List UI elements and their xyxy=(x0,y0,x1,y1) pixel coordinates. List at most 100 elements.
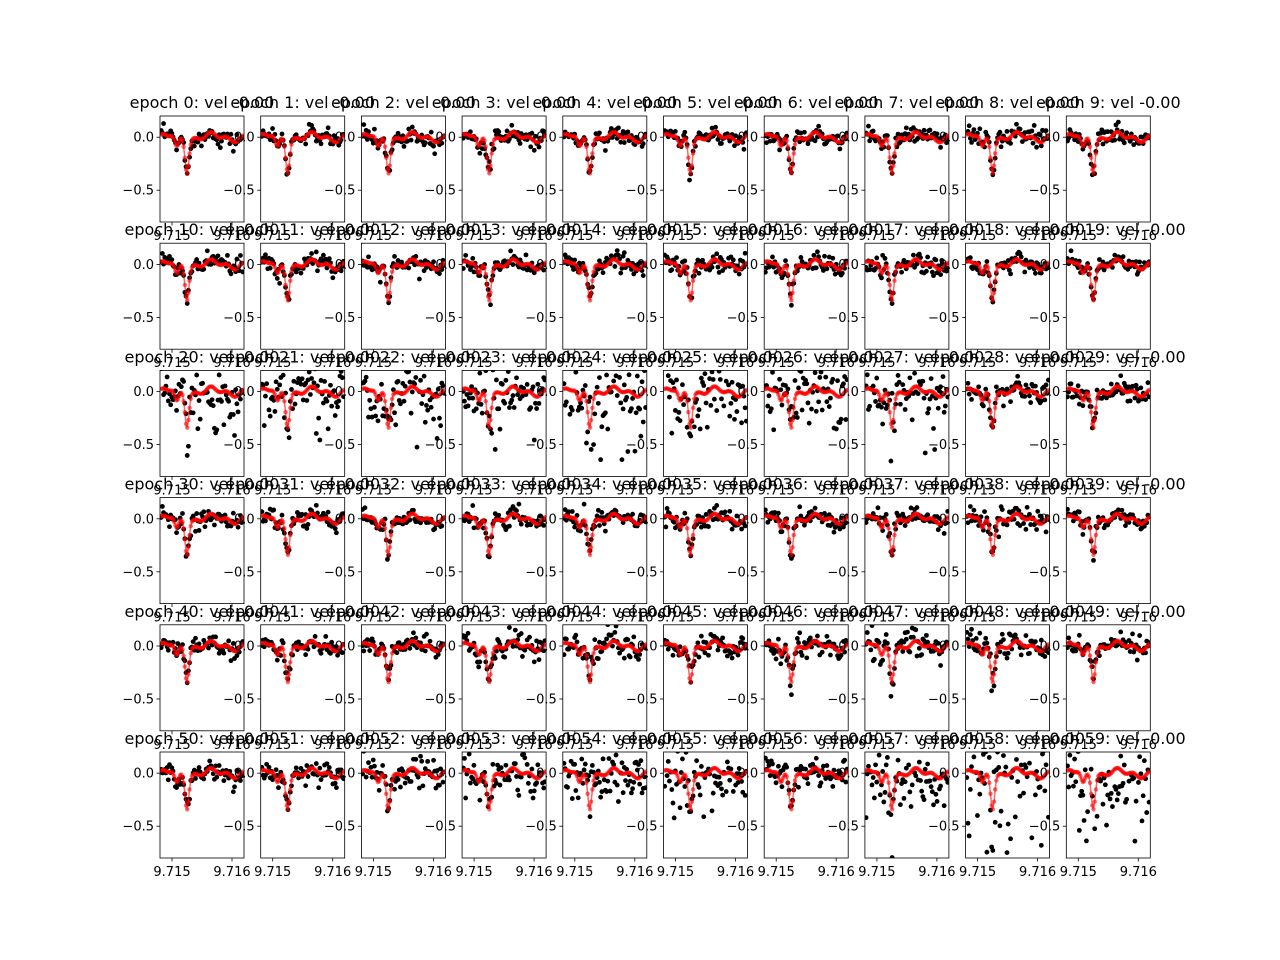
observed-point xyxy=(843,417,849,422)
observed-point xyxy=(234,132,240,138)
model-point xyxy=(280,520,286,525)
model-point xyxy=(283,537,288,542)
observed-point xyxy=(799,407,805,413)
observed-point xyxy=(934,131,940,137)
plot-area xyxy=(864,251,949,306)
observed-point xyxy=(336,398,342,404)
x-tick-label: 9.715 xyxy=(455,483,492,498)
plot-area xyxy=(160,248,244,306)
model-point xyxy=(182,409,188,415)
model-point xyxy=(988,155,993,160)
observed-point xyxy=(533,400,538,406)
x-tick-label: 9.715 xyxy=(758,229,795,244)
model-point xyxy=(987,398,992,404)
subplot-title: epoch 13: vel -0.00 xyxy=(427,220,582,239)
observed-point xyxy=(1127,398,1133,404)
observed-point xyxy=(1015,373,1021,379)
model-point xyxy=(876,137,882,143)
axes-frame xyxy=(260,242,346,350)
model-point xyxy=(182,537,188,542)
observed-point xyxy=(715,264,721,270)
observed-point xyxy=(777,376,782,382)
observed-point xyxy=(933,257,939,263)
model-point xyxy=(384,409,389,415)
observed-point xyxy=(618,400,624,406)
model-point xyxy=(489,405,494,411)
model-point xyxy=(985,265,991,271)
model-point xyxy=(181,271,186,277)
subplot-title: epoch 9: vel -0.00 xyxy=(1036,93,1181,112)
observed-point xyxy=(221,422,227,428)
model-point xyxy=(585,282,590,288)
observed-point xyxy=(935,405,941,411)
model-point xyxy=(542,260,547,266)
observed-point xyxy=(1075,383,1081,389)
x-tick-label: 9.715 xyxy=(153,229,190,244)
observed-point xyxy=(490,370,496,373)
plot-area xyxy=(1066,119,1151,178)
subplot-title: epoch 11: vel -0.00 xyxy=(225,220,380,239)
model-point xyxy=(792,396,798,402)
y-tick-label: 0.0 xyxy=(1040,258,1061,273)
observed-point xyxy=(240,269,244,275)
model-point xyxy=(790,417,795,423)
y-tick-label: −0.5 xyxy=(324,311,356,326)
observed-point xyxy=(440,383,446,389)
observed-point xyxy=(969,396,974,402)
observed-point xyxy=(489,430,495,436)
model-point xyxy=(990,171,996,176)
subplot-title: epoch 18: vel -0.00 xyxy=(930,220,1085,239)
observed-point xyxy=(621,140,627,145)
observed-point xyxy=(366,254,371,260)
model-point xyxy=(283,155,288,160)
observed-point xyxy=(802,129,807,135)
observed-point xyxy=(504,128,510,134)
model-point xyxy=(1088,155,1094,160)
model-point xyxy=(388,405,394,411)
observed-point xyxy=(1008,399,1013,405)
observed-point xyxy=(406,126,412,132)
model-point xyxy=(583,138,588,143)
observed-point xyxy=(874,375,880,381)
x-tick-label: 9.716 xyxy=(818,356,855,371)
observed-point xyxy=(709,264,715,270)
observed-point xyxy=(880,421,886,427)
observed-point xyxy=(497,426,503,432)
y-tick-label: 0.0 xyxy=(133,385,154,400)
axes-frame xyxy=(763,242,849,350)
model-point xyxy=(587,171,593,176)
axes-frame xyxy=(1065,115,1151,223)
model-point xyxy=(488,417,493,423)
model-point xyxy=(891,417,896,423)
axes-frame xyxy=(562,115,648,223)
y-tick-label: 0.0 xyxy=(738,258,759,273)
observed-point xyxy=(911,252,916,258)
model-point xyxy=(384,155,389,160)
x-tick-label: 9.716 xyxy=(415,483,452,498)
observed-point xyxy=(1120,254,1126,260)
observed-point xyxy=(794,415,800,420)
subplot-title: epoch 2: vel -0.00 xyxy=(331,93,476,112)
observed-point xyxy=(328,382,333,388)
model-point xyxy=(844,260,849,266)
model-point xyxy=(692,396,697,402)
y-tick-label: 0.0 xyxy=(939,385,960,400)
model-point xyxy=(675,137,680,143)
model-point xyxy=(786,409,792,415)
y-tick-label: −0.5 xyxy=(122,311,154,326)
observed-point xyxy=(614,248,620,254)
model-point xyxy=(887,409,892,415)
observed-point xyxy=(238,253,243,258)
model-point xyxy=(885,138,890,143)
observed-point xyxy=(1034,144,1039,150)
model-point xyxy=(945,133,949,138)
observed-point xyxy=(514,375,519,381)
model-point xyxy=(382,271,388,277)
y-tick-label: −0.5 xyxy=(928,311,960,326)
observed-point xyxy=(470,395,476,401)
model-point xyxy=(589,290,594,296)
observed-point xyxy=(770,254,775,260)
observed-point xyxy=(926,406,932,412)
